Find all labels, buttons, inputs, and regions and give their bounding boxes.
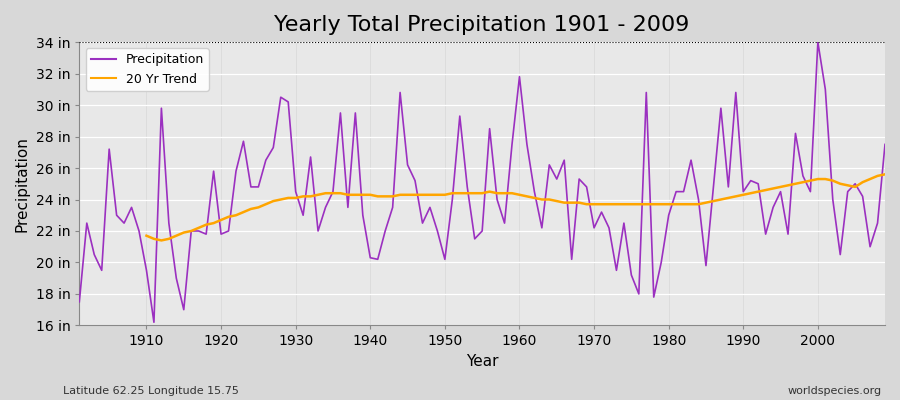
Precipitation <box>350 110 361 115</box>
Precipitation <box>521 142 532 147</box>
Legend: Precipitation, 20 Yr Trend: Precipitation, 20 Yr Trend <box>86 48 209 91</box>
Precipitation <box>611 268 622 273</box>
20 Yr Trend <box>827 178 838 183</box>
Precipitation <box>813 40 824 44</box>
Precipitation <box>133 228 144 233</box>
X-axis label: Year: Year <box>466 354 499 369</box>
Y-axis label: Precipitation: Precipitation <box>15 136 30 232</box>
20 Yr Trend <box>850 184 860 189</box>
20 Yr Trend <box>320 191 331 196</box>
Text: Latitude 62.25 Longitude 15.75: Latitude 62.25 Longitude 15.75 <box>63 386 238 396</box>
20 Yr Trend <box>879 172 890 177</box>
Title: Yearly Total Precipitation 1901 - 2009: Yearly Total Precipitation 1901 - 2009 <box>274 15 690 35</box>
Line: Precipitation: Precipitation <box>79 42 885 322</box>
20 Yr Trend <box>156 238 166 243</box>
Line: 20 Yr Trend: 20 Yr Trend <box>147 174 885 240</box>
20 Yr Trend <box>529 196 540 200</box>
Precipitation <box>879 142 890 147</box>
Precipitation <box>148 320 159 325</box>
Precipitation <box>74 300 85 304</box>
Precipitation <box>514 74 525 79</box>
Precipitation <box>305 155 316 160</box>
Text: worldspecies.org: worldspecies.org <box>788 386 882 396</box>
20 Yr Trend <box>291 196 302 200</box>
20 Yr Trend <box>589 202 599 207</box>
20 Yr Trend <box>141 233 152 238</box>
